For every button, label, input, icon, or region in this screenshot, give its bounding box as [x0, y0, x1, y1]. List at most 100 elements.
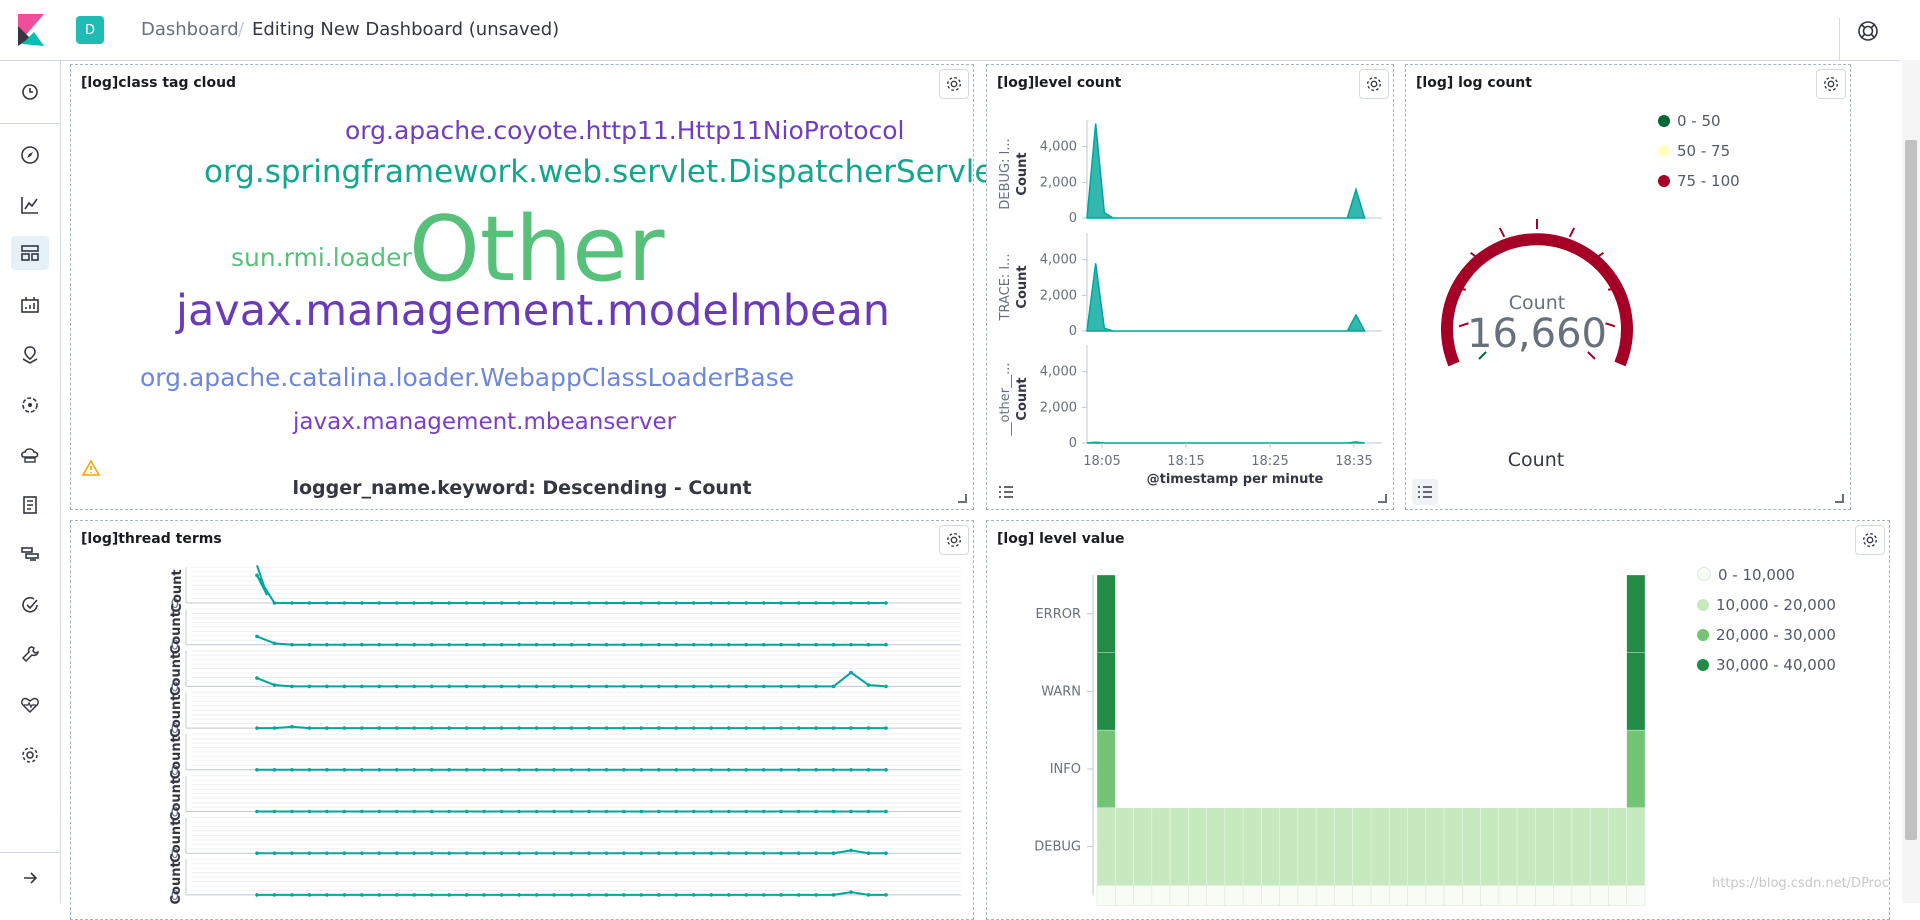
legend-dot — [1697, 599, 1709, 611]
data-point — [307, 809, 312, 814]
maps-icon[interactable] — [16, 341, 44, 369]
breadcrumb-current: Editing New Dashboard (unsaved) — [252, 19, 560, 40]
heatmap-cell — [1114, 807, 1134, 886]
heatmap-cell — [1188, 885, 1207, 906]
resize-handle[interactable] — [1378, 494, 1387, 503]
dashboard-icon[interactable] — [11, 236, 49, 270]
infrastructure-icon[interactable] — [16, 441, 44, 469]
tag-word[interactable]: org.apache.coyote.http11.Http11NioProtoc… — [345, 116, 905, 145]
data-point — [587, 642, 591, 647]
legend-item[interactable]: 75 - 100 — [1658, 172, 1740, 190]
data-point — [360, 851, 364, 855]
clock-icon[interactable] — [16, 78, 44, 106]
kibana-logo[interactable] — [18, 14, 44, 46]
legend-toggle-button[interactable] — [993, 479, 1019, 505]
data-point — [307, 893, 312, 897]
data-point — [272, 809, 277, 814]
data-point — [604, 601, 609, 605]
legend-item[interactable]: 10,000 - 20,000 — [1697, 596, 1836, 614]
tag-word[interactable]: org.apache.catalina.loader.WebappClassLo… — [140, 363, 795, 392]
series-area — [1086, 441, 1365, 444]
panel-options-button[interactable] — [939, 525, 969, 555]
data-point — [360, 684, 364, 689]
legend-item[interactable]: 20,000 - 30,000 — [1697, 626, 1836, 644]
legend-item[interactable]: 50 - 75 — [1658, 142, 1730, 160]
canvas-icon[interactable] — [16, 291, 44, 319]
data-point — [866, 768, 871, 772]
data-point — [726, 642, 731, 647]
data-point — [429, 642, 434, 647]
gear-icon — [1367, 77, 1381, 91]
compass-icon[interactable] — [16, 141, 44, 169]
heatmap-cell — [1242, 885, 1262, 906]
heatmap-cell — [1498, 885, 1518, 906]
panel-options-button[interactable] — [1855, 525, 1885, 555]
tag-word[interactable]: javax.management.modelmbean — [176, 286, 891, 336]
visualize-icon[interactable] — [16, 191, 44, 219]
data-point — [761, 851, 766, 855]
gauge-label: Count — [1509, 292, 1565, 314]
heatmap-cell — [1443, 885, 1463, 906]
tag-word[interactable]: javax.management.mbeanserver — [293, 409, 677, 435]
scrollbar-thumb[interactable] — [1905, 140, 1917, 840]
data-point — [272, 851, 277, 855]
data-point — [657, 601, 661, 605]
data-point — [272, 641, 277, 646]
data-point — [779, 851, 783, 855]
page-scrollbar[interactable] — [1902, 60, 1920, 903]
heatmap-cell — [1535, 885, 1554, 906]
panel-class-tag-cloud: [log]class tag cloud org.apache.coyote.h… — [70, 64, 1006, 510]
heatmap-cell — [1297, 885, 1317, 906]
panel-options-button[interactable] — [1359, 69, 1389, 99]
data-point — [674, 851, 679, 855]
heatmap-cell — [1169, 885, 1189, 906]
help-icon[interactable] — [1857, 20, 1879, 42]
heatmap-cell — [1480, 807, 1500, 886]
breadcrumb-dashboard[interactable]: Dashboard — [141, 19, 239, 40]
x-axis-label: @timestamp per minute — [1147, 472, 1324, 487]
data-point — [674, 684, 679, 689]
gear-icon — [947, 77, 961, 91]
data-point — [569, 601, 574, 605]
data-point — [394, 893, 399, 897]
legend-item[interactable]: 0 - 50 — [1658, 112, 1721, 130]
monitoring-icon[interactable] — [16, 691, 44, 719]
legend-item[interactable]: 0 - 10,000 — [1697, 566, 1795, 584]
tag-word[interactable]: Other — [409, 197, 665, 302]
y-tick-label: 4,000 — [1040, 140, 1077, 155]
panel-options-button[interactable] — [1816, 69, 1846, 99]
legend-item[interactable]: 30,000 - 40,000 — [1697, 656, 1836, 674]
data-point — [499, 893, 504, 897]
data-point — [866, 683, 871, 687]
logs-icon[interactable] — [16, 491, 44, 519]
tag-word[interactable]: sun.rmi.loader — [231, 243, 412, 272]
data-point — [692, 893, 696, 897]
space-avatar[interactable]: D — [76, 16, 104, 44]
devtools-icon[interactable] — [16, 641, 44, 669]
resize-handle[interactable] — [1835, 494, 1844, 503]
uptime-icon[interactable] — [16, 591, 44, 619]
data-point — [255, 768, 259, 772]
ml-icon[interactable] — [16, 391, 44, 419]
row-ylabel: Count — [169, 736, 184, 779]
data-point — [622, 809, 626, 814]
management-icon[interactable] — [16, 741, 44, 769]
tag-word[interactable]: org.springframework.web.servlet.Dispatch… — [204, 154, 1006, 190]
y-tick-label: 0 — [171, 806, 179, 821]
apm-icon[interactable] — [16, 541, 44, 569]
data-point — [814, 601, 818, 605]
gauge-tick — [1478, 351, 1487, 360]
arrow-right-icon[interactable] — [16, 864, 44, 892]
data-point — [534, 726, 539, 730]
panel-options-button[interactable] — [939, 69, 969, 99]
data-point — [394, 726, 399, 730]
heatmap-cell — [1151, 807, 1171, 886]
data-point — [622, 642, 626, 647]
legend-toggle-button[interactable] — [1412, 479, 1438, 505]
heatmap-cell — [1352, 885, 1372, 906]
data-point — [604, 893, 609, 897]
panel-title: [log] level value — [997, 531, 1125, 547]
resize-handle[interactable] — [958, 494, 967, 503]
warning-icon[interactable] — [81, 459, 101, 477]
row-ylabel: Count — [169, 694, 184, 737]
